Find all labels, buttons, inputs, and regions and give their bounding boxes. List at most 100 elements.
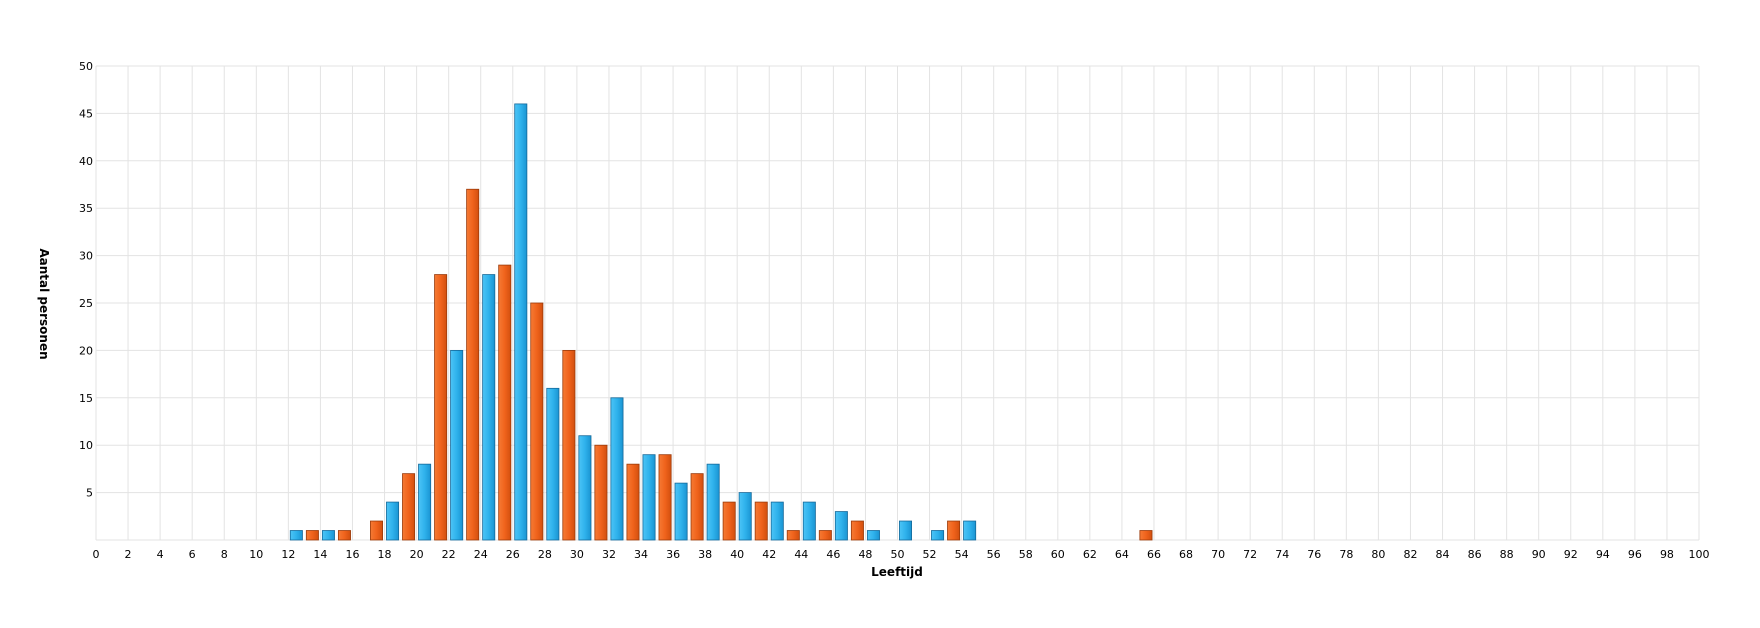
bar-blue (899, 520, 912, 541)
x-tick-label: 56 (987, 548, 1001, 561)
x-tick-label: 92 (1564, 548, 1578, 561)
x-tick-label: 66 (1147, 548, 1161, 561)
x-tick-label: 54 (955, 548, 969, 561)
x-tick-label: 8 (221, 548, 228, 561)
bar-orange (530, 302, 544, 541)
bar-orange (594, 444, 608, 541)
x-tick-label: 44 (794, 548, 808, 561)
bar-blue (738, 492, 752, 541)
x-tick-label: 74 (1275, 548, 1289, 561)
x-tick-label: 98 (1660, 548, 1674, 561)
bar-blue (770, 501, 784, 541)
x-tick-label: 88 (1500, 548, 1514, 561)
x-tick-label: 20 (410, 548, 424, 561)
y-tick-label: 20 (79, 344, 93, 357)
x-tick-label: 90 (1532, 548, 1546, 561)
bar-orange (1139, 530, 1153, 541)
bars (289, 103, 1153, 541)
bar-blue (514, 103, 528, 541)
bar-orange (786, 530, 800, 541)
x-tick-label: 84 (1436, 548, 1450, 561)
y-tick-label: 25 (79, 297, 93, 310)
x-tick-label: 58 (1019, 548, 1033, 561)
x-axis-title: Leeftijd (871, 565, 923, 579)
x-tick-label: 26 (506, 548, 520, 561)
x-tick-label: 70 (1211, 548, 1225, 561)
x-tick-label: 64 (1115, 548, 1129, 561)
x-tick-label: 16 (345, 548, 359, 561)
bar-orange (850, 520, 864, 541)
bar-blue (706, 463, 720, 541)
bar-blue (963, 520, 977, 541)
x-tick-label: 42 (762, 548, 776, 561)
bar-blue (482, 274, 496, 541)
bar-blue (418, 463, 432, 541)
x-tick-label: 96 (1628, 548, 1642, 561)
bar-orange (370, 520, 384, 541)
x-tick-label: 78 (1339, 548, 1353, 561)
x-tick-label: 76 (1307, 548, 1321, 561)
bar-blue (386, 501, 400, 541)
y-tick-label: 50 (79, 60, 93, 73)
y-tick-label: 35 (79, 202, 93, 215)
bar-blue (321, 530, 335, 541)
x-tick-label: 4 (157, 548, 164, 561)
x-tick-label: 94 (1596, 548, 1610, 561)
x-tick-label: 80 (1371, 548, 1385, 561)
bar-orange (498, 264, 512, 541)
bar-orange (658, 454, 672, 541)
x-tick-label: 2 (125, 548, 132, 561)
bar-blue (578, 435, 592, 541)
y-tick-label: 40 (79, 155, 93, 168)
bar-blue (546, 387, 560, 541)
bar-blue (931, 530, 945, 541)
x-tick-label: 52 (923, 548, 937, 561)
x-tick-label: 62 (1083, 548, 1097, 561)
bar-orange (562, 349, 576, 541)
y-tick-label: 45 (79, 107, 93, 120)
x-tick-label: 72 (1243, 548, 1257, 561)
bar-orange (818, 530, 832, 541)
bar-orange (434, 274, 448, 541)
bar-orange (722, 501, 736, 541)
x-tick-label: 68 (1179, 548, 1193, 561)
x-tick-label: 32 (602, 548, 616, 561)
bar-orange (754, 501, 768, 541)
y-tick-label: 10 (79, 439, 93, 452)
x-tick-label: 6 (189, 548, 196, 561)
x-tick-label: 10 (249, 548, 263, 561)
x-tick-label: 50 (891, 548, 905, 561)
x-tick-label: 18 (378, 548, 392, 561)
x-tick-label: 34 (634, 548, 648, 561)
x-tick-label: 24 (474, 548, 488, 561)
x-tick-label: 82 (1403, 548, 1417, 561)
bar-blue (802, 501, 816, 541)
bar-orange (466, 188, 480, 541)
bar-blue (289, 530, 303, 541)
x-tick-label: 38 (698, 548, 712, 561)
grid (95, 65, 1700, 541)
bar-orange (626, 463, 640, 541)
x-tick-label: 14 (313, 548, 327, 561)
x-tick-label: 30 (570, 548, 584, 561)
x-tick-label: 12 (281, 548, 295, 561)
y-axis-title: Aantal personen (37, 248, 51, 359)
bar-blue (610, 397, 624, 541)
x-tick-label: 46 (826, 548, 840, 561)
bar-blue (450, 349, 464, 541)
bar-blue (642, 454, 656, 541)
x-tick-label: 48 (858, 548, 872, 561)
x-tick-label: 40 (730, 548, 744, 561)
y-tick-label: 5 (86, 487, 93, 500)
bar-orange (337, 530, 351, 541)
x-tick-label: 86 (1468, 548, 1482, 561)
bar-blue (674, 482, 688, 541)
bar-blue (834, 511, 848, 541)
bar-orange (690, 473, 704, 541)
bar-orange (402, 473, 416, 541)
bar-blue (866, 530, 880, 541)
bar-orange (947, 520, 961, 541)
x-tick-label: 36 (666, 548, 680, 561)
